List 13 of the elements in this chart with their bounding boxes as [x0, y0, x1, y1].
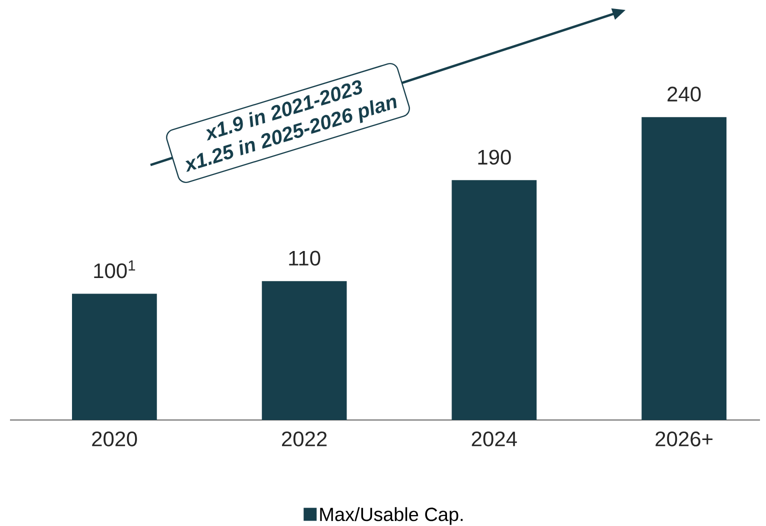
x-tick-label: 2022: [282, 431, 327, 446]
bar: [262, 280, 347, 420]
bar: [72, 294, 157, 420]
data-label: 110: [289, 250, 320, 266]
x-tick-label: 2020: [92, 431, 137, 446]
bar: [642, 116, 726, 420]
x-tick-label: 2024: [472, 431, 517, 446]
legend-label: Max/Usable Cap.: [320, 506, 463, 525]
data-label: 100$^{1}$: [94, 260, 136, 278]
bar: [452, 180, 537, 420]
x-tick-label: 2026+: [656, 431, 712, 446]
data-label: 240: [668, 86, 701, 102]
data-label: 190: [478, 150, 511, 164]
